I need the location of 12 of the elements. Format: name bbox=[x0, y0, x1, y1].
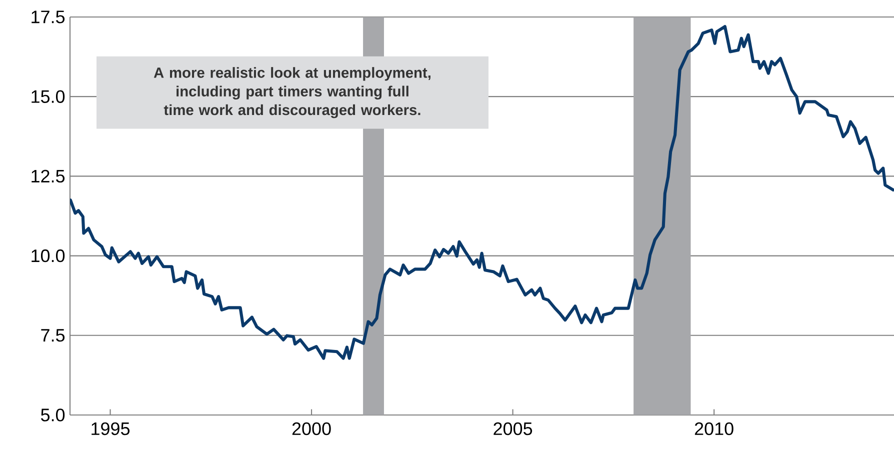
y-tick-label: 15.0 bbox=[32, 90, 65, 103]
annotation: A more realistic look at unemployment, including part timers wanting full time work and discouraged workers. bbox=[154, 67, 430, 118]
x-tick-label: 2010 bbox=[694, 422, 734, 436]
y-tick-label: 12.5 bbox=[32, 170, 65, 183]
x-tick-label: 1995 bbox=[92, 422, 130, 436]
line-series bbox=[70, 25, 894, 360]
x-tick-label: 2000 bbox=[292, 422, 331, 436]
y-tick-label: 7.5 bbox=[41, 329, 65, 342]
y-tick-label: 10.0 bbox=[32, 249, 65, 262]
y-tick-label: 17.5 bbox=[32, 10, 65, 24]
y-tick-label: 5.0 bbox=[40, 408, 65, 422]
x-tick-label: 2005 bbox=[494, 422, 532, 436]
